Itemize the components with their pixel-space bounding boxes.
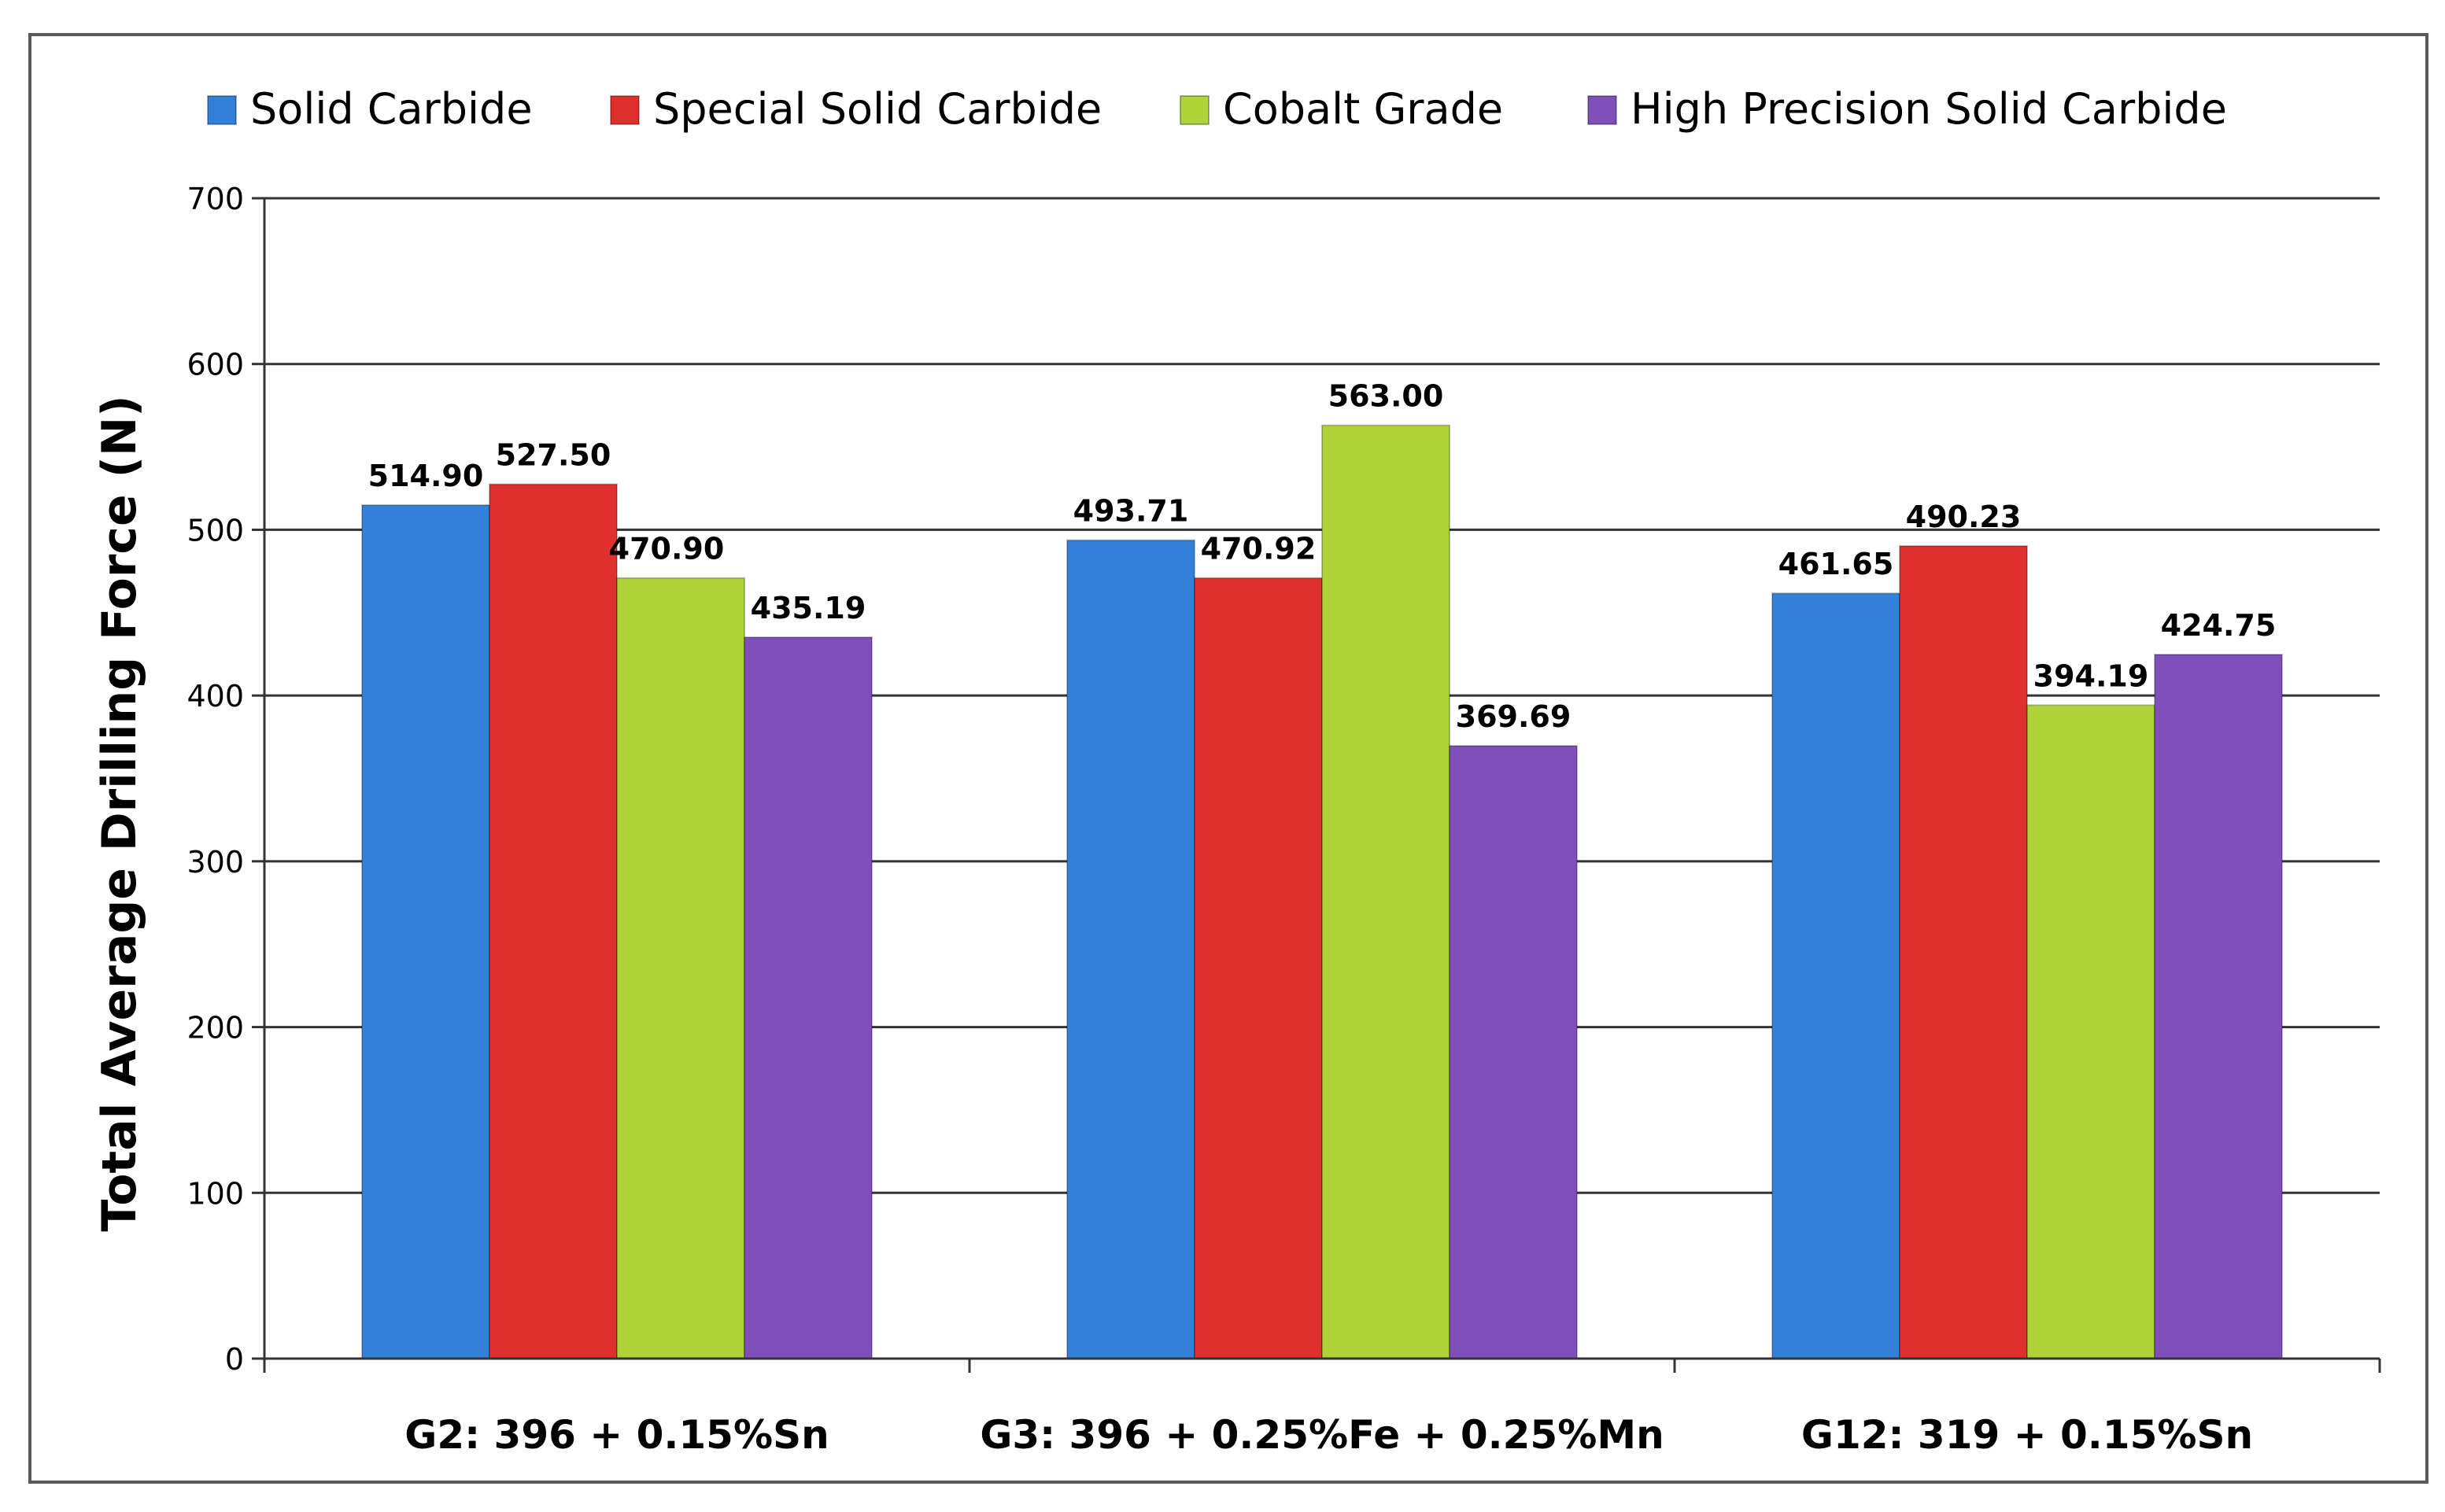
bar-high-precision-solid-carbide-1 [744,636,873,1359]
data-label-special-solid-carbide-1: 527.50 [496,437,611,472]
y-tick-label: 500 [187,513,244,548]
data-label-solid-carbide-1: 514.90 [368,459,484,493]
data-labels: 514.90 527.50 470.90 435.19 493.71 470.92 563.… [368,379,2277,734]
legend-item-high-precision-solid-carbide: High Precision Solid Carbide [1587,84,2227,134]
y-tick-label: 700 [187,182,244,216]
legend-item-solid-carbide: Solid Carbide [207,84,533,134]
legend-swatch [207,95,237,125]
data-label-special-solid-carbide-3: 490.23 [1906,500,2022,534]
legend-label: Solid Carbide [250,84,533,134]
bar-high-precision-solid-carbide-2 [1449,745,1578,1359]
data-label-high-precision-solid-carbide-2: 369.69 [1456,699,1572,734]
x-category-label: G2: 396 + 0.15%Sn [404,1412,829,1458]
x-tick-labels: G2: 396 + 0.15%Sn G3: 396 + 0.25%Fe + 0.2… [404,1412,2253,1458]
bar-solid-carbide-1 [361,504,490,1360]
axes [252,197,2381,1373]
bar-cobalt-grade-1 [616,577,745,1359]
y-tick-label: 400 [187,679,244,714]
x-category-label: G3: 396 + 0.25%Fe + 0.25%Mn [980,1412,1664,1458]
data-label-solid-carbide-2: 493.71 [1073,494,1189,529]
data-label-special-solid-carbide-2: 470.92 [1201,532,1317,566]
bar-solid-carbide-3 [1771,592,1900,1359]
data-label-cobalt-grade-1: 470.90 [609,532,725,566]
legend: Solid Carbide Special Solid Carbide Cobalt… [207,84,2227,134]
y-tick-label: 200 [187,1011,244,1045]
bar-special-solid-carbide-1 [489,483,618,1359]
legend-item-special-solid-carbide: Special Solid Carbide [610,84,1102,134]
bar-cobalt-grade-2 [1321,424,1450,1359]
bar-special-solid-carbide-3 [1899,545,2028,1359]
legend-swatch [1587,95,1617,125]
legend-label: Cobalt Grade [1223,84,1503,134]
legend-swatch [1180,95,1210,125]
y-tick-label: 100 [187,1176,244,1211]
bar-solid-carbide-2 [1066,539,1195,1359]
data-label-cobalt-grade-2: 563.00 [1328,379,1444,414]
x-category-label: G12: 319 + 0.15%Sn [1801,1412,2253,1458]
y-axis-label: Total Average Drilling Force (N) [92,395,147,1231]
data-label-solid-carbide-3: 461.65 [1778,547,1894,581]
legend-label: Special Solid Carbide [653,84,1102,134]
bars [361,424,2283,1360]
legend-swatch [610,95,640,125]
data-label-cobalt-grade-3: 394.19 [2033,658,2149,693]
y-tick-label: 0 [225,1342,244,1377]
bar-chart: Solid Carbide Special Solid Carbide Cobalt… [92,84,2381,1458]
bar-high-precision-solid-carbide-3 [2154,653,2283,1359]
y-tick-label: 300 [187,845,244,880]
data-label-high-precision-solid-carbide-1: 435.19 [751,591,866,625]
legend-item-cobalt-grade: Cobalt Grade [1180,84,1503,134]
legend-label: High Precision Solid Carbide [1631,84,2227,134]
data-label-high-precision-solid-carbide-3: 424.75 [2161,608,2277,643]
bar-special-solid-carbide-2 [1194,577,1323,1359]
chart-frame: Solid Carbide Special Solid Carbide Cobalt… [28,33,2428,1484]
y-tick-labels: 0 100 200 300 400 500 600 700 [187,182,244,1377]
bar-cobalt-grade-3 [2026,704,2155,1359]
y-tick-label: 600 [187,348,244,382]
